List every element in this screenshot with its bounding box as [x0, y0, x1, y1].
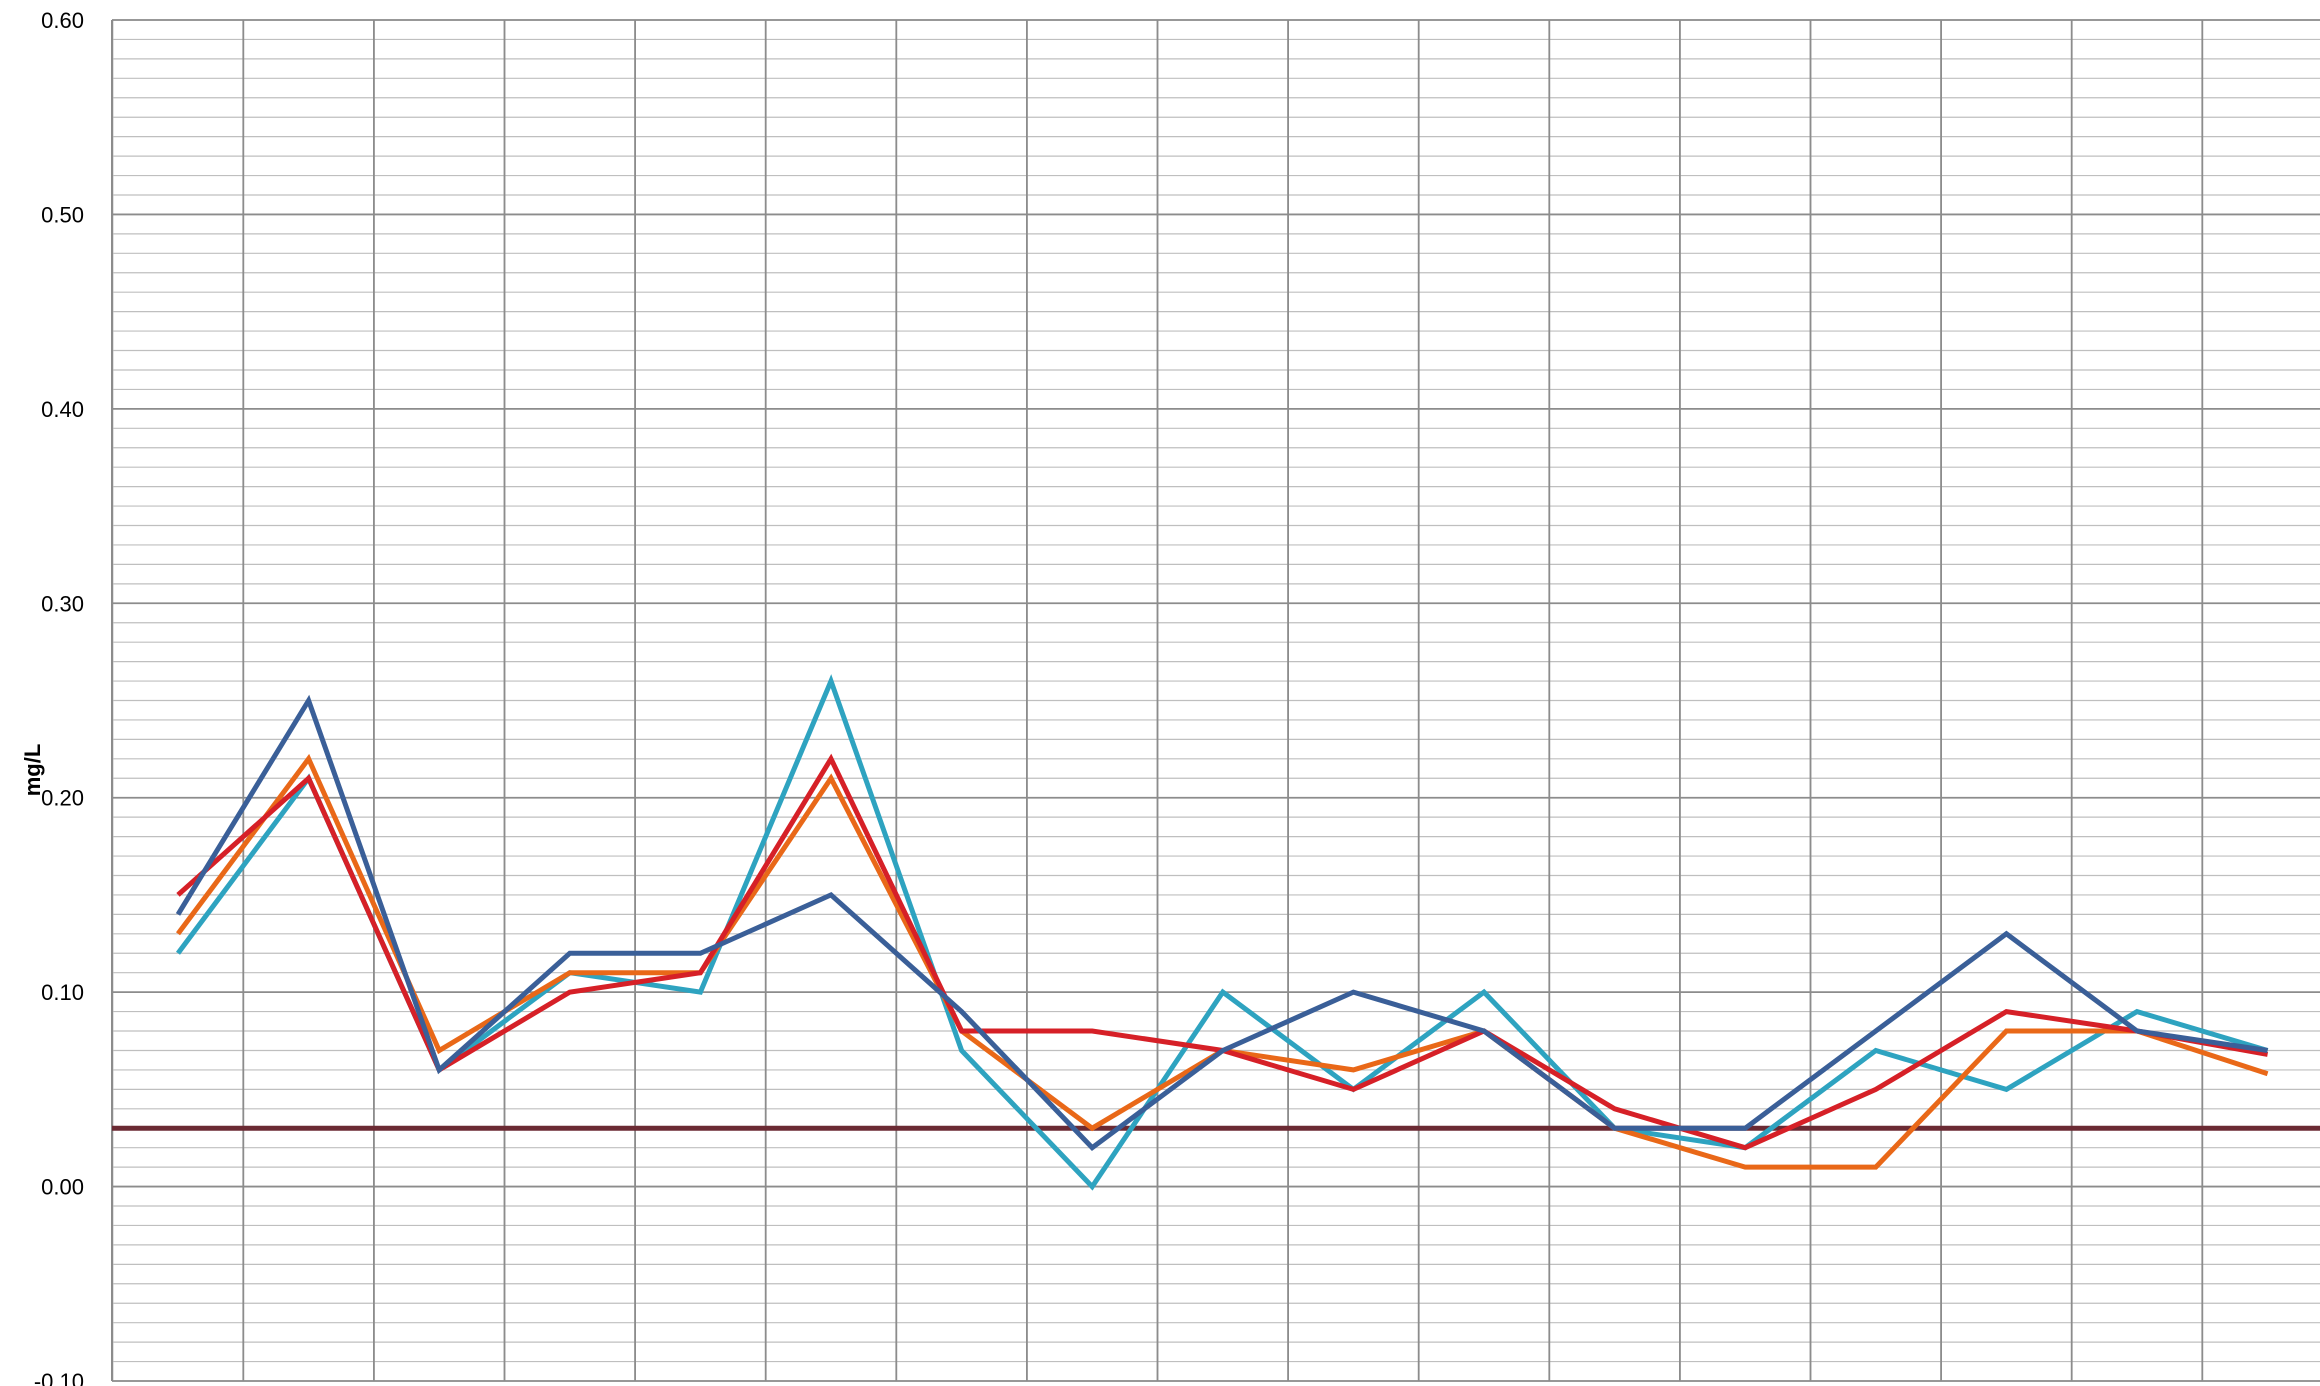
major-gridlines — [111, 19, 2320, 1382]
series-line-2 — [175, 753, 2269, 1170]
y-axis-title: mg/L — [20, 744, 45, 797]
y-tick-label: 0.20 — [41, 786, 84, 811]
y-tick-label: 0.40 — [41, 397, 84, 422]
y-tick-label: 0.60 — [41, 8, 84, 33]
y-axis-tick-labels: 0.60 0.50 0.40 0.30 0.20 0.10 0.00 -0.10 — [34, 8, 84, 1386]
minor-gridlines — [111, 19, 2320, 1382]
series-group — [175, 674, 2269, 1191]
y-tick-label: 0.00 — [41, 1175, 84, 1200]
y-tick-label: 0.30 — [41, 591, 84, 616]
y-tick-label: 0.10 — [41, 980, 84, 1005]
y-tick-label: 0.50 — [41, 202, 84, 227]
series-line-4 — [175, 694, 2268, 1152]
y-tick-label: -0.10 — [34, 1369, 84, 1386]
